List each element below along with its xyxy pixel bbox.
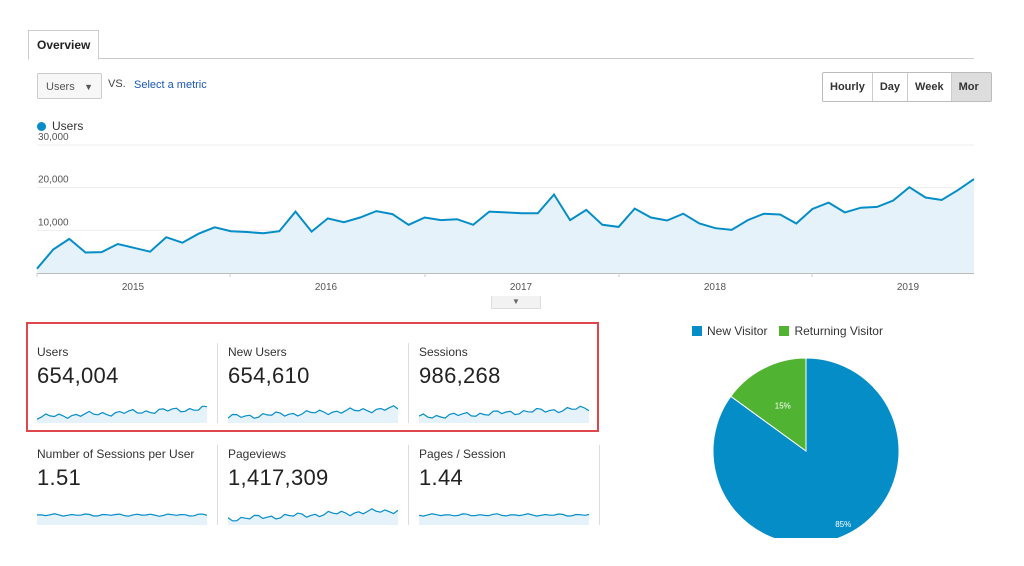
metric-label: Pageviews (228, 447, 287, 461)
sparkline-area (37, 406, 207, 423)
pie-legend: New Visitor Returning Visitor (692, 324, 883, 338)
sparkline-line (228, 508, 398, 522)
sparkline-line (419, 405, 589, 419)
users-area (37, 179, 974, 273)
sparkline-line (419, 513, 589, 517)
x-tick-label: 2017 (510, 282, 533, 293)
metric-dropdown[interactable]: Users ▼ (37, 73, 102, 99)
chevron-down-icon: ▼ (84, 82, 93, 92)
sparkline-line (37, 405, 207, 420)
users-line-chart[interactable]: 30,000 20,000 10,000 2015 2016 2017 2018 2019 (0, 130, 976, 300)
sparkline-area (419, 513, 589, 525)
metric-value: 1.44 (419, 465, 464, 490)
metric-value: 1.51 (37, 465, 82, 490)
divider (217, 445, 218, 525)
returning-visitor-swatch (779, 326, 790, 336)
sparkline (228, 508, 398, 525)
sparkline-area (228, 508, 398, 525)
metric-card-pages-per-session[interactable]: Pages / Session 1.44 (419, 445, 589, 525)
x-tick-label: 2015 (122, 282, 145, 293)
range-hourly-button[interactable]: Hourly (823, 73, 873, 101)
pie-legend-label: Returning Visitor (794, 324, 883, 338)
sparkline-area (228, 405, 398, 423)
metric-value: 986,268 (419, 363, 501, 388)
select-metric-link[interactable]: Select a metric (134, 79, 207, 91)
pie-slice-label: 15% (775, 401, 791, 410)
tab-overview[interactable]: Overview (28, 30, 100, 60)
metric-card-sessions-per-user[interactable]: Number of Sessions per User 1.51 (37, 445, 207, 525)
sparkline (37, 405, 207, 423)
metric-card-new-users[interactable]: New Users 654,610 (228, 343, 398, 423)
metric-value: 1,417,309 (228, 465, 329, 490)
visitor-pie-chart[interactable]: 85% 15% (708, 356, 904, 538)
range-month-button[interactable]: Mor (951, 73, 991, 101)
users-dot-icon (37, 122, 46, 131)
x-tick-label: 2019 (897, 282, 920, 293)
tab-bar: Overview (28, 30, 974, 60)
chart-legend-label: Users (52, 119, 84, 133)
metric-dropdown-value: Users (46, 81, 75, 93)
y-tick-label: 20,000 (38, 175, 69, 186)
vs-label: VS. (108, 78, 126, 90)
sparkline-line (228, 405, 398, 419)
y-tick-label: 10,000 (38, 217, 69, 228)
sparkline (419, 513, 589, 525)
range-day-button[interactable]: Day (872, 73, 909, 101)
sparkline (419, 405, 589, 423)
metric-label: New Users (228, 345, 287, 359)
divider (599, 445, 600, 525)
metric-label: Sessions (419, 345, 468, 359)
time-range-selector: Hourly Day Week Mor (822, 72, 992, 102)
y-tick-label: 30,000 (38, 132, 69, 143)
metric-label: Users (37, 345, 69, 359)
sparkline-line (37, 513, 207, 517)
x-tick-label: 2018 (704, 282, 727, 293)
metric-value: 654,610 (228, 363, 310, 388)
sparkline-area (419, 406, 589, 423)
metric-card-users[interactable]: Users 654,004 (37, 343, 207, 423)
x-tick-label: 2016 (315, 282, 338, 293)
chart-resize-handle[interactable]: ▼ (491, 296, 541, 309)
metric-value: 654,004 (37, 363, 119, 388)
range-week-button[interactable]: Week (908, 73, 952, 101)
users-series-line (36, 178, 975, 270)
divider (408, 343, 409, 423)
pie-legend-item[interactable]: Returning Visitor (779, 324, 883, 338)
sparkline (37, 513, 207, 525)
divider (408, 445, 409, 525)
pie-slice-returning-visitor[interactable] (730, 357, 807, 452)
metric-label: Pages / Session (419, 447, 506, 461)
pie-legend-label: New Visitor (707, 324, 768, 338)
metric-card-pageviews[interactable]: Pageviews 1,417,309 (228, 445, 398, 525)
divider (217, 343, 218, 423)
sparkline (228, 405, 398, 423)
chart-legend: Users (37, 119, 83, 133)
metric-label: Number of Sessions per User (37, 447, 195, 461)
pie-legend-item[interactable]: New Visitor (692, 324, 767, 338)
new-visitor-swatch (692, 326, 702, 336)
pie-slice-label: 85% (835, 520, 851, 529)
sparkline-area (37, 513, 207, 525)
metric-card-sessions[interactable]: Sessions 986,268 (419, 343, 589, 423)
highlight-box (26, 322, 599, 432)
